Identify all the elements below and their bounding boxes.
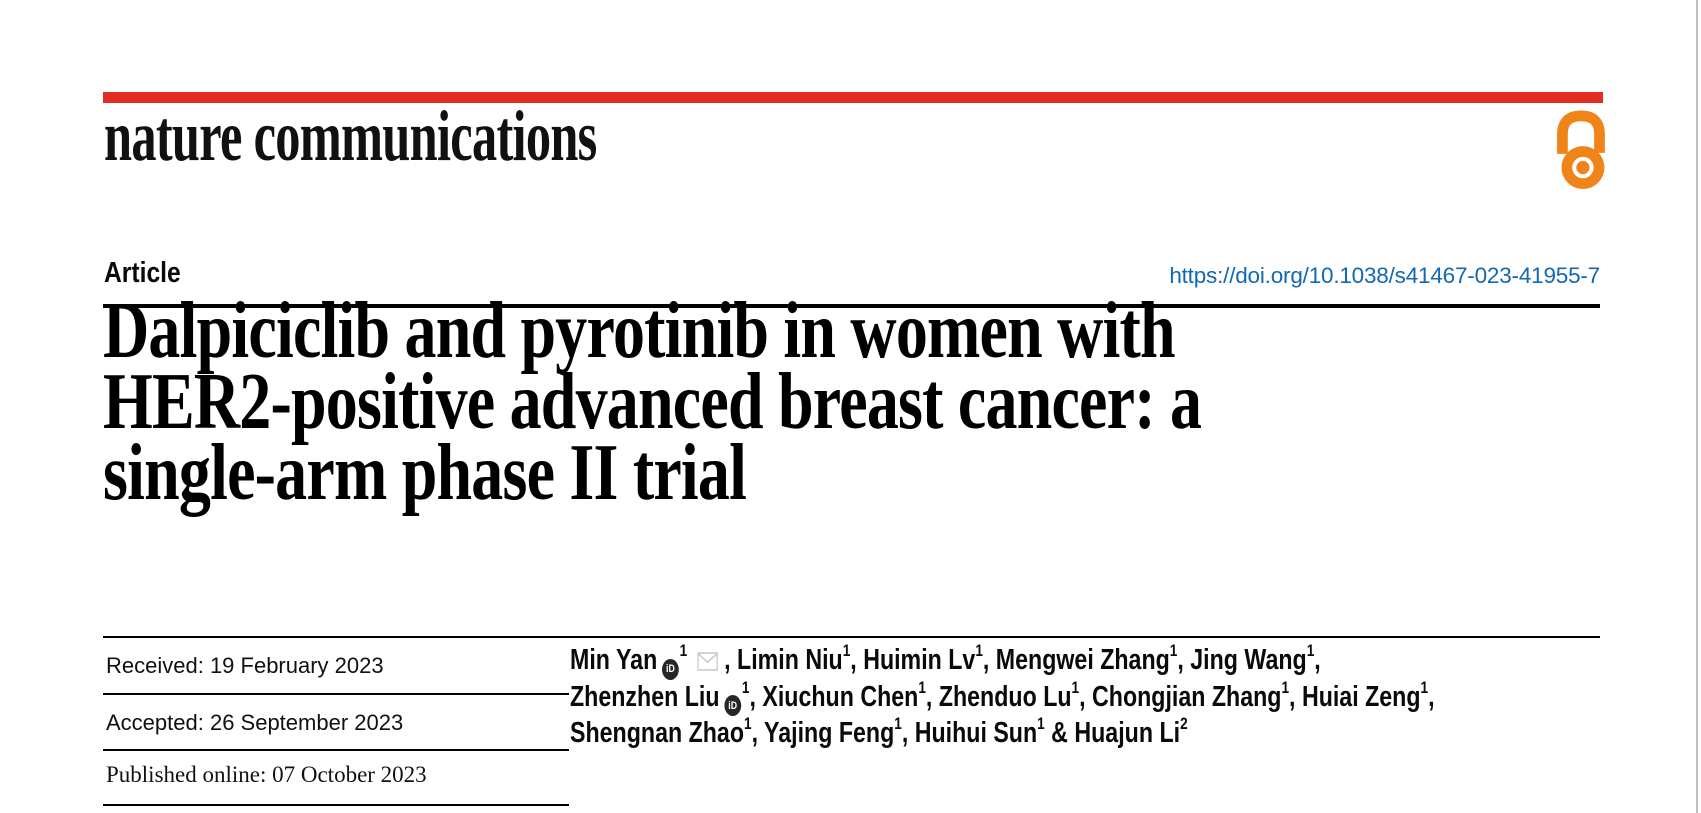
author-separator: , (982, 644, 996, 676)
author-separator: , (1177, 644, 1191, 676)
author-name: Xiuchun Chen (762, 680, 919, 713)
history-divider (103, 749, 569, 751)
author-separator: , (901, 717, 915, 749)
author-line: Zhenzhen Liu iD1, Xiuchun Chen1, Zhenduo … (570, 677, 1610, 716)
author-list: Min Yan iD1 , Limin Niu1, Huimin Lv1, Men… (570, 641, 1610, 750)
author-separator: , (751, 717, 765, 749)
author-name: Yajing Feng (764, 717, 895, 749)
author-name: Zhenzhen Liu (570, 680, 720, 713)
author-name: Huimin Lv (863, 644, 976, 676)
author-affiliation-sup: 1 (1281, 677, 1290, 697)
author-affiliation-sup: 1 (1037, 714, 1045, 734)
author-separator: , (1314, 644, 1321, 676)
author-name: Chongjian Zhang (1092, 680, 1282, 713)
author-affiliation-sup: 1 (842, 641, 851, 661)
author-line: Min Yan iD1 , Limin Niu1, Huimin Lv1, Men… (570, 641, 1610, 680)
author-affiliation-sup: 1 (1169, 641, 1178, 661)
author-affiliation-sup: 1 (918, 677, 926, 697)
author-name: Jing Wang (1190, 644, 1307, 676)
history-divider (103, 804, 569, 806)
author-name: Huihui Sun (914, 717, 1038, 749)
article-type-label: Article (104, 257, 181, 289)
author-name: Huajun Li (1074, 717, 1181, 749)
history-top-rule (103, 636, 1600, 638)
author-separator: & (1044, 717, 1075, 749)
author-name: Huiai Zeng (1301, 680, 1421, 713)
history-divider (103, 693, 569, 695)
author-affiliation-sup: 1 (1071, 677, 1080, 697)
open-access-icon (1557, 110, 1605, 190)
title-line: HER2-positive advanced breast cancer: a (103, 358, 1202, 446)
orcid-icon[interactable]: iD (662, 658, 679, 680)
author-affiliation-sup: 2 (1180, 714, 1188, 734)
author-affiliation-sup: 1 (975, 641, 983, 661)
author-separator: , (1079, 680, 1093, 713)
author-affiliation-sup: 1 (894, 714, 902, 734)
author-separator: , (749, 680, 763, 713)
author-separator: , (724, 644, 738, 676)
author-name: Min Yan (570, 644, 658, 676)
title-line: Dalpiciclib and pyrotinib in women with (103, 287, 1176, 375)
doi-link[interactable]: https://doi.org/10.1038/s41467-023-41955… (1169, 263, 1600, 288)
author-name: Limin Niu (737, 644, 843, 676)
article-title: Dalpiciclib and pyrotinib in women with … (103, 287, 1476, 517)
orcid-icon[interactable]: iD (724, 695, 742, 716)
author-separator: , (1289, 680, 1302, 713)
author-affiliation-sup: 1 (744, 714, 752, 734)
published-date: Published online: 07 October 2023 (106, 762, 427, 787)
email-icon[interactable] (697, 652, 718, 671)
author-affiliation-sup: 1 (741, 677, 750, 697)
page-border (1696, 0, 1698, 813)
header-rule (103, 304, 1600, 308)
masthead-rule (103, 92, 1603, 103)
title-line: single-arm phase II trial (103, 429, 747, 517)
received-date: Received: 19 February 2023 (106, 653, 384, 678)
author-name: Zhenduo Lu (938, 680, 1072, 713)
author-separator: , (925, 680, 939, 713)
author-separator: , (1428, 680, 1435, 713)
author-name: Shengnan Zhao (570, 717, 744, 749)
author-line: Shengnan Zhao1, Yajing Feng1, Huihui Sun… (570, 714, 1610, 750)
author-affiliation-sup: 1 (1306, 641, 1315, 661)
author-affiliation-sup: 1 (1420, 677, 1429, 697)
author-name: Mengwei Zhang (995, 644, 1170, 676)
accepted-date: Accepted: 26 September 2023 (106, 710, 404, 735)
journal-logo: nature communications (104, 96, 597, 176)
author-separator: , (850, 644, 864, 676)
author-affiliation-sup: 1 (679, 641, 688, 661)
